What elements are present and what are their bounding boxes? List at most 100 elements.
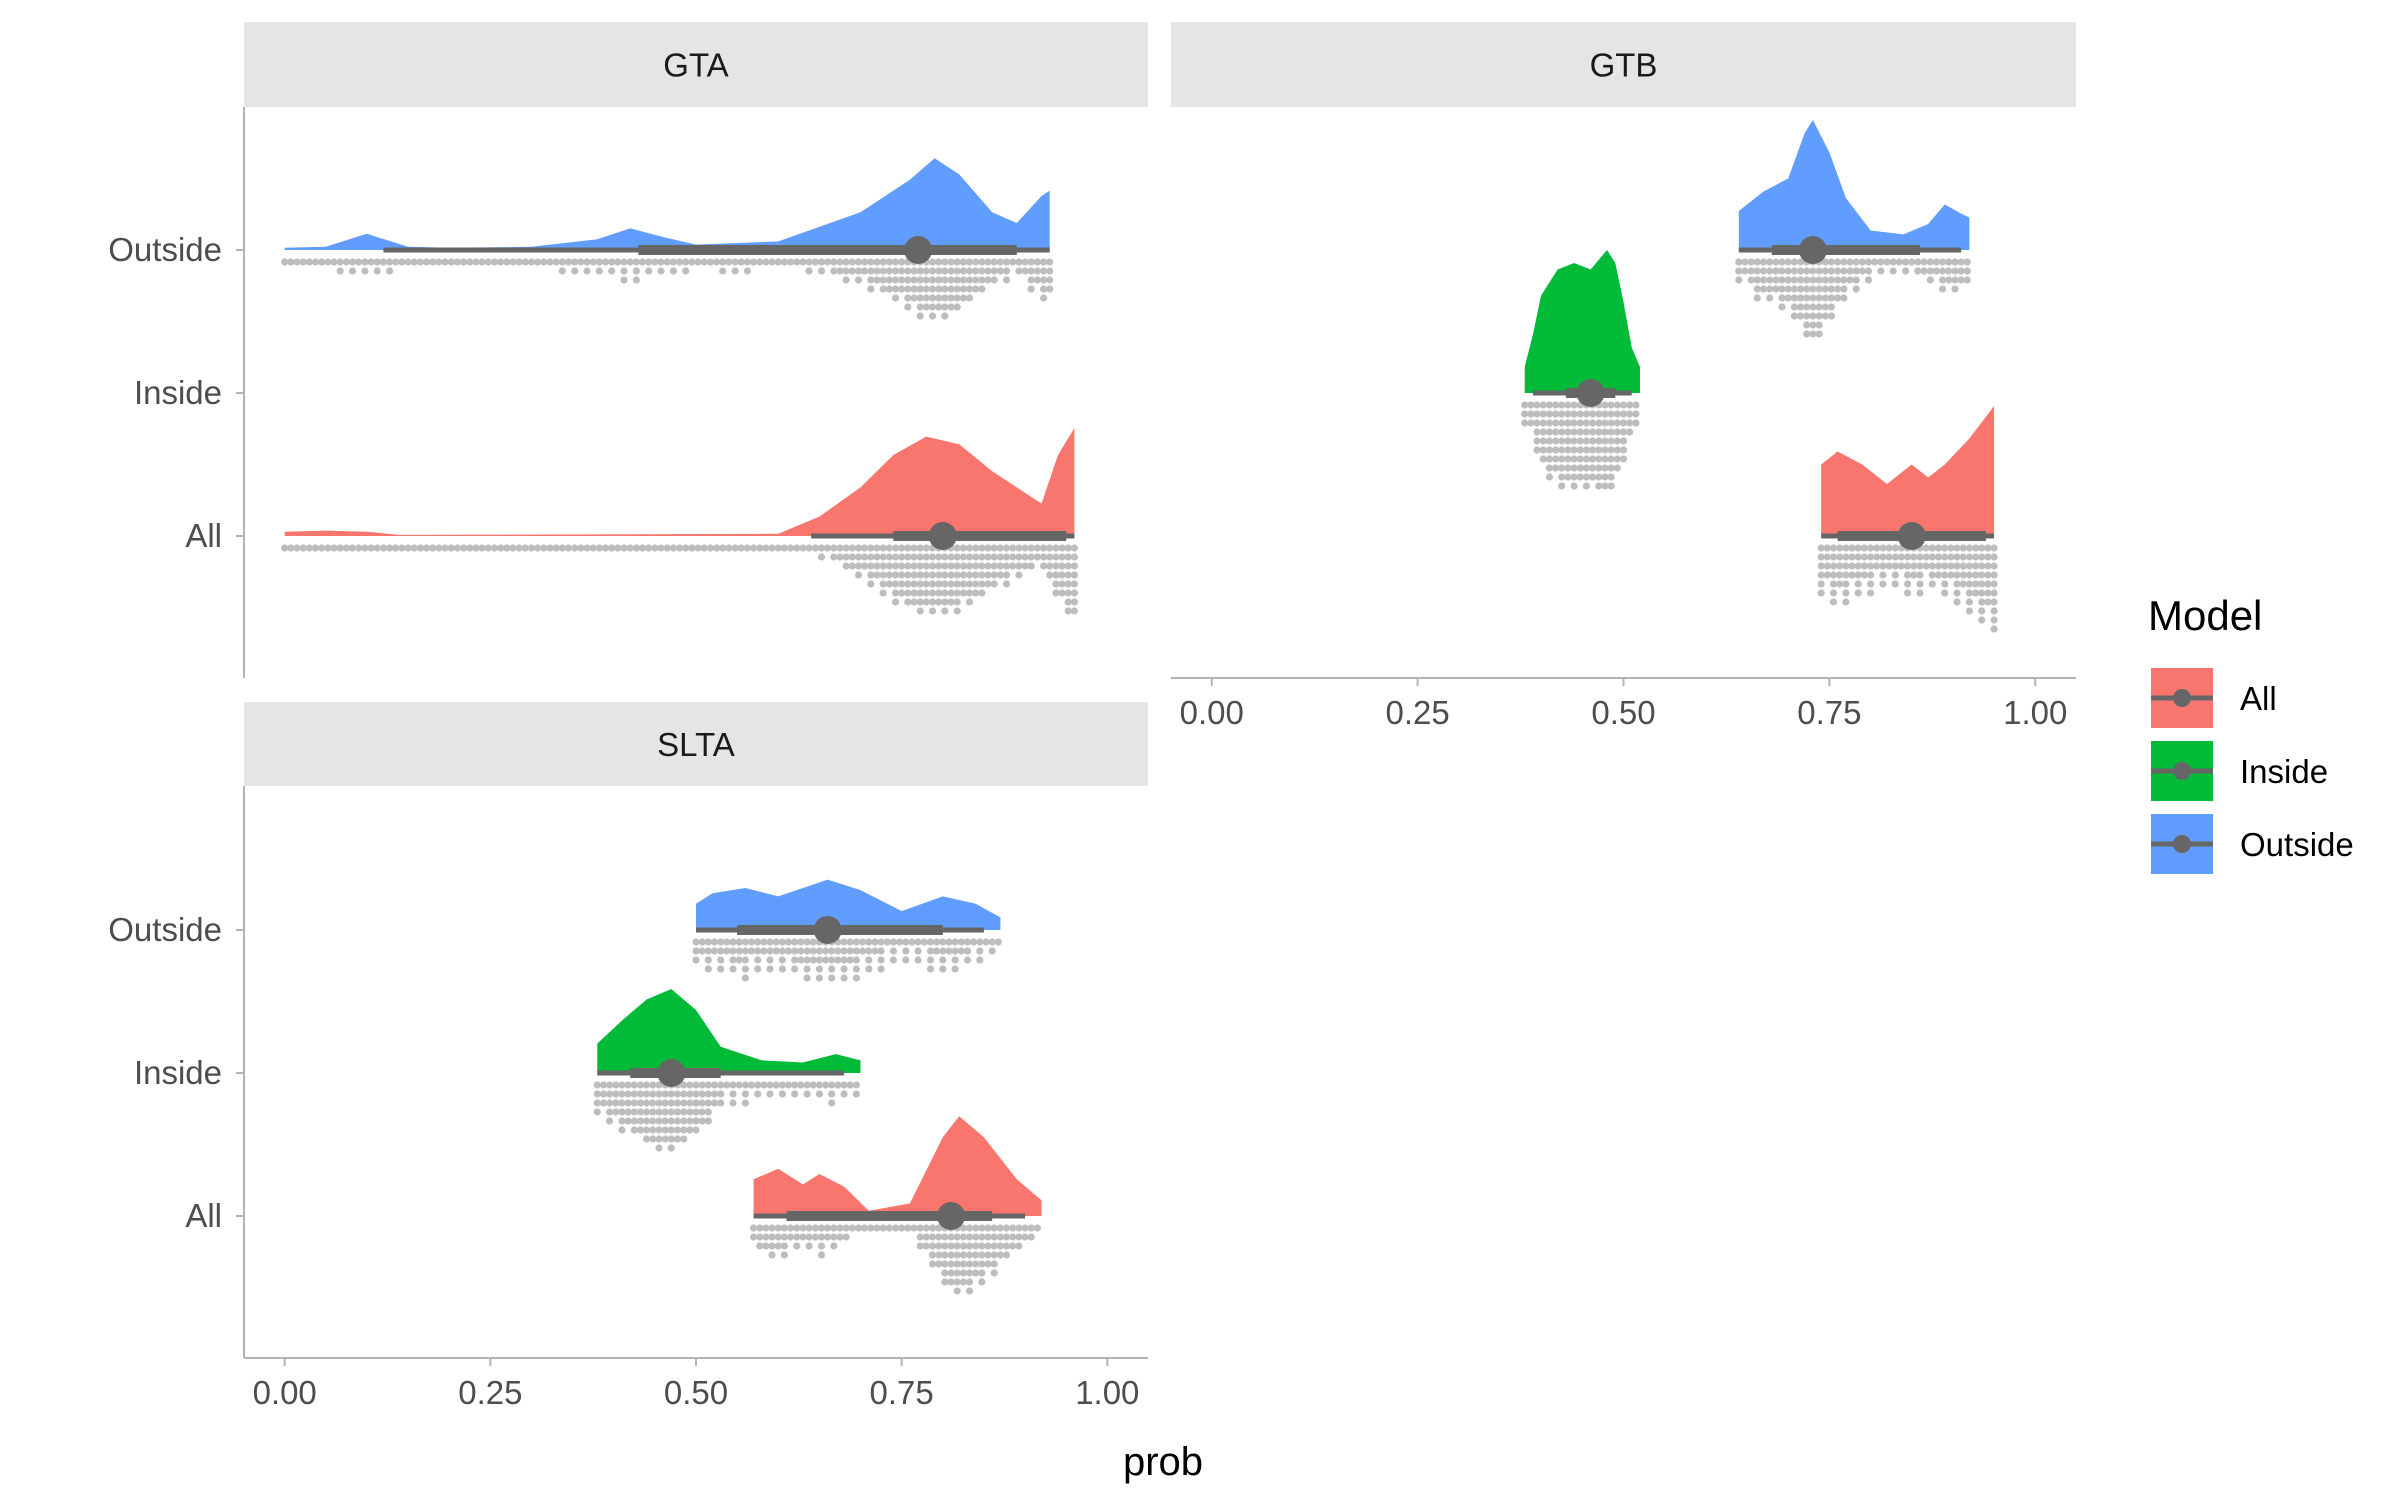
dot xyxy=(1040,276,1048,284)
dot xyxy=(852,1090,861,1098)
dot xyxy=(834,947,842,955)
dot xyxy=(743,544,752,552)
dot xyxy=(1015,544,1023,552)
dot xyxy=(891,553,900,561)
dot xyxy=(916,276,924,284)
dot xyxy=(928,312,937,320)
dot xyxy=(645,267,653,275)
dot xyxy=(624,1108,632,1116)
dot xyxy=(908,938,916,946)
dot xyxy=(1926,267,1934,275)
dot xyxy=(996,1233,1005,1241)
dot xyxy=(891,294,900,302)
dot xyxy=(780,544,789,552)
dot xyxy=(867,580,875,588)
dot xyxy=(953,294,961,302)
dot xyxy=(1564,437,1572,445)
dot xyxy=(1922,553,1930,561)
dot xyxy=(1064,598,1072,606)
dot xyxy=(636,1081,645,1089)
dot xyxy=(735,956,743,964)
dot xyxy=(1021,562,1029,570)
dot xyxy=(1033,258,1041,266)
dot xyxy=(817,267,826,275)
dot xyxy=(682,544,690,552)
dot xyxy=(287,544,295,552)
dot xyxy=(583,258,591,266)
dot xyxy=(367,544,375,552)
dot xyxy=(928,571,937,579)
dot xyxy=(1570,473,1578,481)
dot xyxy=(460,258,468,266)
dot xyxy=(410,258,418,266)
dot xyxy=(953,285,961,293)
dot xyxy=(951,956,959,964)
dot xyxy=(1021,258,1029,266)
dot xyxy=(1914,267,1922,275)
dot xyxy=(793,258,801,266)
dot xyxy=(805,1242,813,1250)
dot xyxy=(673,1135,682,1143)
dot xyxy=(805,258,813,266)
dot xyxy=(698,1081,706,1089)
dot xyxy=(784,938,793,946)
dot xyxy=(593,1108,601,1116)
dot xyxy=(978,1269,986,1277)
dot xyxy=(1582,446,1590,454)
dot xyxy=(1815,312,1823,320)
dot xyxy=(379,258,387,266)
dot xyxy=(1595,446,1603,454)
dot xyxy=(1582,473,1590,481)
dot xyxy=(1533,428,1541,436)
dot xyxy=(1897,562,1905,570)
dot xyxy=(1867,544,1875,552)
dot xyxy=(1932,267,1940,275)
dot xyxy=(1558,437,1566,445)
dot xyxy=(667,1117,675,1125)
dot xyxy=(1766,285,1774,293)
dot xyxy=(1064,571,1072,579)
dot xyxy=(1601,401,1609,409)
dot xyxy=(935,1233,943,1241)
dot xyxy=(842,562,850,570)
dot xyxy=(941,580,949,588)
dot xyxy=(803,1090,811,1098)
dot xyxy=(885,276,893,284)
dot xyxy=(534,544,542,552)
dot xyxy=(577,544,585,552)
dot xyxy=(959,562,968,570)
dot xyxy=(972,1233,980,1241)
dot xyxy=(1790,267,1798,275)
dot xyxy=(1846,276,1854,284)
dot xyxy=(723,947,731,955)
dot xyxy=(1595,410,1603,418)
dot xyxy=(867,1224,875,1232)
dot xyxy=(287,258,295,266)
dot xyxy=(643,1135,651,1143)
dot xyxy=(910,294,918,302)
dot xyxy=(867,544,875,552)
dot xyxy=(1920,258,1928,266)
dot xyxy=(1821,294,1829,302)
dot xyxy=(1897,553,1905,561)
dot xyxy=(1040,258,1048,266)
dot xyxy=(698,938,706,946)
dot xyxy=(1766,294,1774,302)
dot xyxy=(1945,276,1953,284)
dot xyxy=(509,258,517,266)
dot xyxy=(1002,553,1011,561)
dot xyxy=(768,1242,776,1250)
dot xyxy=(916,303,924,311)
dot xyxy=(1829,562,1838,570)
dot xyxy=(1803,267,1811,275)
dot xyxy=(1821,276,1829,284)
dot xyxy=(947,553,955,561)
dot xyxy=(1539,428,1547,436)
dot xyxy=(947,1251,955,1259)
median-point xyxy=(937,1202,966,1230)
dot xyxy=(398,544,406,552)
dot xyxy=(1904,589,1912,597)
dot xyxy=(754,965,762,973)
dot xyxy=(1772,285,1780,293)
dot xyxy=(1570,455,1578,463)
